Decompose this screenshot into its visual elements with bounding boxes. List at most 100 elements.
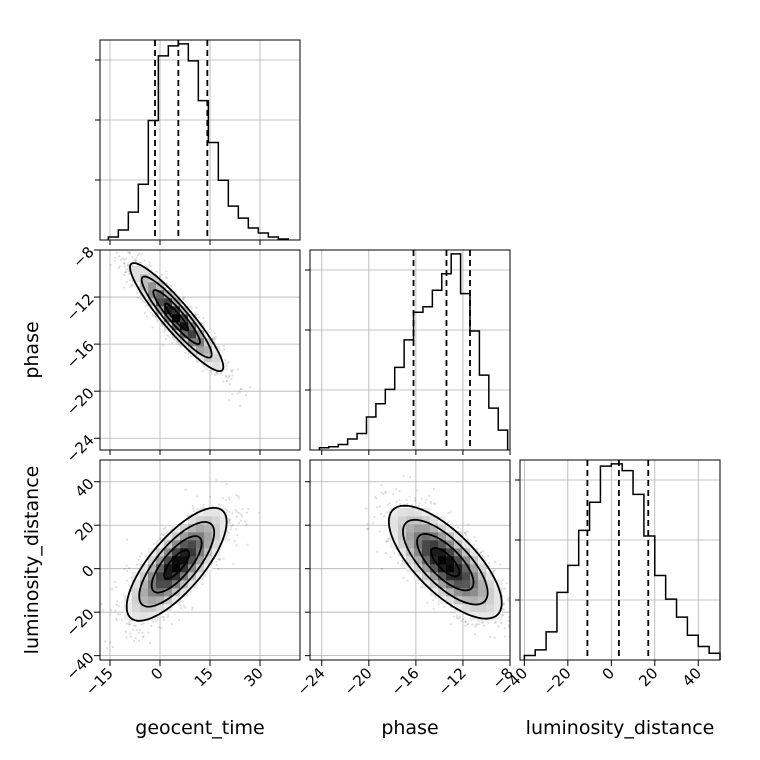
sample-point: [148, 263, 151, 266]
sample-point: [171, 293, 175, 297]
density-cell: [188, 556, 197, 565]
sample-point: [215, 560, 218, 563]
density-cell: [180, 322, 189, 331]
density-cell: [446, 596, 455, 605]
density-cell: [140, 612, 149, 621]
sample-point: [128, 567, 131, 570]
sample-point: [241, 515, 244, 518]
density-cell: [220, 524, 229, 533]
density-cell: [164, 556, 173, 565]
sample-point: [464, 532, 467, 535]
sample-point: [145, 555, 148, 558]
sample-point: [166, 277, 169, 280]
sample-point: [126, 264, 129, 267]
density-cell: [156, 564, 165, 573]
sample-point: [164, 337, 168, 341]
sample-point: [133, 258, 136, 261]
sample-point: [243, 520, 247, 523]
sample-point: [464, 533, 467, 536]
sample-point: [125, 622, 128, 625]
density-cell: [180, 524, 189, 533]
density-cell: [462, 540, 471, 549]
sample-point: [480, 551, 483, 554]
sample-point: [124, 257, 128, 260]
sample-point: [167, 613, 170, 616]
sample-point: [503, 587, 506, 590]
density-cell: [446, 556, 455, 565]
density-cell: [414, 564, 423, 573]
sample-point: [121, 257, 124, 260]
sample-point: [225, 375, 228, 378]
density-cell: [156, 580, 165, 589]
sample-point: [114, 609, 117, 612]
sample-point: [125, 579, 128, 582]
sample-point: [224, 498, 228, 501]
sample-point: [503, 627, 506, 630]
sample-point: [239, 387, 242, 390]
density-cell: [196, 330, 205, 339]
sample-point: [399, 503, 402, 506]
sample-point: [137, 558, 140, 561]
sample-point: [188, 513, 191, 517]
sample-point: [126, 538, 129, 541]
sample-point: [228, 538, 231, 541]
sample-point: [512, 584, 514, 586]
sample-point: [238, 496, 241, 499]
sample-point: [366, 528, 369, 531]
sample-point: [165, 270, 168, 273]
density-cell: [390, 540, 399, 549]
sample-point: [217, 558, 220, 561]
sample-point: [464, 620, 467, 623]
sample-point: [447, 512, 450, 515]
sample-point: [464, 620, 467, 624]
sample-point: [410, 503, 414, 506]
sample-point: [168, 336, 171, 339]
sample-point: [174, 290, 177, 293]
sample-point: [190, 307, 193, 310]
density-cell: [398, 532, 407, 541]
sample-point: [478, 623, 481, 626]
density-cell: [196, 322, 205, 331]
sample-point: [191, 505, 194, 508]
density-cell: [438, 540, 447, 549]
density-cell: [454, 604, 463, 613]
sample-point: [494, 620, 497, 623]
x-tick-label-luminosity_distance: 0: [599, 664, 618, 683]
sample-point: [109, 641, 112, 644]
density-cell: [172, 564, 181, 573]
density-cell: [148, 612, 157, 621]
density-cell: [470, 604, 479, 613]
sample-point: [228, 519, 232, 522]
density-cell: [132, 274, 141, 283]
sample-point: [228, 382, 232, 385]
histograms-layer: [107, 40, 721, 660]
sample-point: [221, 497, 224, 500]
sample-point: [134, 259, 137, 263]
sample-point: [487, 561, 490, 565]
sample-point: [384, 551, 388, 555]
density-cell: [140, 588, 149, 597]
contour-line: [125, 507, 228, 622]
sample-point: [150, 264, 153, 268]
sample-point: [474, 625, 477, 629]
density-cell: [164, 290, 173, 299]
density-cell: [148, 596, 157, 605]
sample-point: [378, 530, 381, 533]
sample-point: [237, 511, 240, 515]
density-cell: [204, 346, 213, 355]
sample-point: [516, 618, 518, 620]
density-cell: [188, 516, 197, 525]
density-cell: [196, 532, 205, 541]
sample-point: [408, 495, 411, 498]
density-cell: [180, 314, 189, 323]
sample-point: [500, 621, 503, 624]
sample-point: [228, 518, 231, 521]
density-cell: [430, 548, 439, 557]
sample-point: [196, 313, 199, 316]
sample-point: [118, 265, 121, 268]
sample-point: [392, 492, 395, 495]
y-tick-label-luminosity_distance: −20: [63, 605, 98, 640]
sample-point: [386, 503, 389, 506]
panel-frame: [99, 39, 301, 241]
sample-point: [157, 280, 160, 283]
